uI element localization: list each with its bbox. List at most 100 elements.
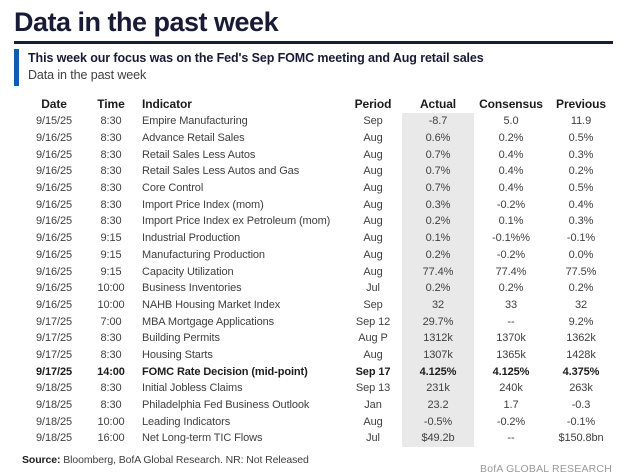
cell-consensus: 0.4% <box>498 182 524 195</box>
cell-consensus: 4.125% <box>492 365 530 378</box>
cell-indicator: Manufacturing Production <box>142 248 265 261</box>
cell-date: 9/16/25 <box>35 215 72 228</box>
cell-period: Aug <box>363 215 383 228</box>
cell-period: Jan <box>364 399 382 412</box>
cell-date: 9/16/25 <box>35 248 72 261</box>
source-text: Bloomberg, BofA Global Research. NR: Not… <box>60 453 309 466</box>
cell-previous: $150.8bn <box>558 432 604 445</box>
cell-indicator: Advance Retail Sales <box>142 132 245 145</box>
cell-time: 10:00 <box>97 415 125 428</box>
table-row: 9/17/25 8:30 Housing Starts Aug 1307k 1365k 14… <box>20 346 614 364</box>
cell-time: 9:15 <box>100 232 122 245</box>
cell-period: Aug <box>363 165 383 178</box>
table-row: 9/17/25 14:00 FOMC Rate Decision (mid-poin… <box>20 363 614 380</box>
cell-actual: 0.2% <box>402 213 474 230</box>
cell-consensus: 0.4% <box>498 148 524 161</box>
cell-actual: 4.125% <box>402 363 474 380</box>
accent-bar <box>14 49 19 86</box>
cell-date: 9/15/25 <box>35 115 72 128</box>
cell-actual: 32 <box>402 296 474 314</box>
cell-previous: 0.2% <box>568 282 594 295</box>
cell-actual: 1312k <box>402 329 474 347</box>
cell-consensus: -0.2% <box>496 198 526 211</box>
table-row: 9/16/25 10:00 Business Inventories Jul 0.2% 0… <box>20 279 614 297</box>
cell-time: 16:00 <box>97 432 125 445</box>
cell-indicator: MBA Mortgage Applications <box>142 315 275 328</box>
cell-period: Aug <box>363 182 383 195</box>
cell-actual: 0.3% <box>402 196 474 214</box>
cell-time: 8:30 <box>100 132 122 145</box>
cell-time: 7:00 <box>100 315 122 328</box>
table-row: 9/17/25 8:30 Building Permits Aug P 1312k 137… <box>20 329 614 347</box>
cell-indicator: Philadelphia Fed Business Outlook <box>142 399 310 412</box>
cell-consensus: 0.2% <box>498 282 524 295</box>
source-note: Source: Bloomberg, BofA Global Research.… <box>22 454 626 466</box>
cell-actual: 0.6% <box>402 129 474 147</box>
cell-actual: 77.4% <box>402 263 474 280</box>
cell-period: Aug <box>363 248 383 261</box>
cell-previous: 0.0% <box>568 248 594 261</box>
cell-consensus: 33 <box>504 298 518 311</box>
cell-time: 10:00 <box>97 298 125 311</box>
cell-date: 9/16/25 <box>35 148 72 161</box>
cell-indicator: FOMC Rate Decision (mid-point) <box>142 365 308 378</box>
cell-consensus: 0.4% <box>498 165 524 178</box>
cell-period: Sep <box>363 115 383 128</box>
cell-period: Sep 13 <box>355 382 391 395</box>
cell-indicator: Initial Jobless Claims <box>142 382 243 395</box>
cell-indicator: Retail Sales Less Autos and Gas <box>142 165 300 178</box>
cell-date: 9/18/25 <box>35 382 72 395</box>
cell-previous: 1428k <box>566 348 596 361</box>
cell-consensus: 1370k <box>496 332 526 345</box>
cell-previous: -0.1% <box>566 232 596 245</box>
cell-time: 8:30 <box>100 165 122 178</box>
cell-date: 9/16/25 <box>35 198 72 211</box>
cell-previous: 263k <box>569 382 593 395</box>
cell-period: Sep <box>363 298 383 311</box>
cell-time: 8:30 <box>100 198 122 211</box>
cell-date: 9/17/25 <box>35 348 72 361</box>
cell-date: 9/18/25 <box>35 415 72 428</box>
cell-consensus: 0.2% <box>498 132 524 145</box>
cell-date: 9/17/25 <box>35 365 72 378</box>
column-header-consensus: Consensus <box>479 97 543 111</box>
cell-actual: 231k <box>402 380 474 397</box>
cell-previous: -0.3 <box>571 399 591 412</box>
cell-period: Aug <box>363 265 383 278</box>
cell-date: 9/18/25 <box>35 399 72 412</box>
cell-time: 8:30 <box>100 348 122 361</box>
cell-time: 14:00 <box>97 365 125 378</box>
cell-actual: 29.7% <box>402 313 474 330</box>
cell-period: Jul <box>366 432 380 445</box>
table-row: 9/16/25 9:15 Manufacturing Production Aug 0.… <box>20 246 614 264</box>
economic-data-table: Date Time Indicator Period Actual Consensus Pr… <box>20 95 614 447</box>
cell-indicator: Empire Manufacturing <box>142 115 248 128</box>
cell-previous: -0.1% <box>566 415 596 428</box>
cell-period: Aug <box>363 132 383 145</box>
table-row: 9/18/25 8:30 Philadelphia Fed Business Out… <box>20 396 614 414</box>
cell-consensus: 0.1% <box>498 215 524 228</box>
cell-time: 9:15 <box>100 265 122 278</box>
cell-consensus: 1.7 <box>503 399 519 412</box>
cell-indicator: Capacity Utilization <box>142 265 234 278</box>
cell-date: 9/16/25 <box>35 182 72 195</box>
cell-consensus: -- <box>507 432 515 445</box>
headline: This week our focus was on the Fed's Sep… <box>28 51 484 65</box>
cell-indicator: Retail Sales Less Autos <box>142 148 256 161</box>
cell-consensus: 77.4% <box>495 265 527 278</box>
cell-date: 9/16/25 <box>35 165 72 178</box>
cell-actual: 0.2% <box>402 246 474 264</box>
table-row: 9/18/25 8:30 Initial Jobless Claims Sep 13 2… <box>20 380 614 397</box>
cell-date: 9/18/25 <box>35 432 72 445</box>
table-row: 9/16/25 8:30 Retail Sales Less Autos Aug 0.7… <box>20 146 614 164</box>
cell-indicator: Net Long-term TIC Flows <box>142 432 263 445</box>
cell-indicator: Business Inventories <box>142 282 242 295</box>
cell-previous: 9.2% <box>568 315 594 328</box>
source-label: Source: <box>22 453 61 466</box>
cell-previous: 32 <box>574 298 588 311</box>
cell-actual: 23.2 <box>402 396 474 414</box>
table-row: 9/18/25 16:00 Net Long-term TIC Flows Jul $4… <box>20 430 614 447</box>
cell-actual: 0.7% <box>402 146 474 164</box>
headline-text: This week our focus was on the Fed's Sep… <box>19 49 484 86</box>
cell-actual: 0.1% <box>402 229 474 247</box>
